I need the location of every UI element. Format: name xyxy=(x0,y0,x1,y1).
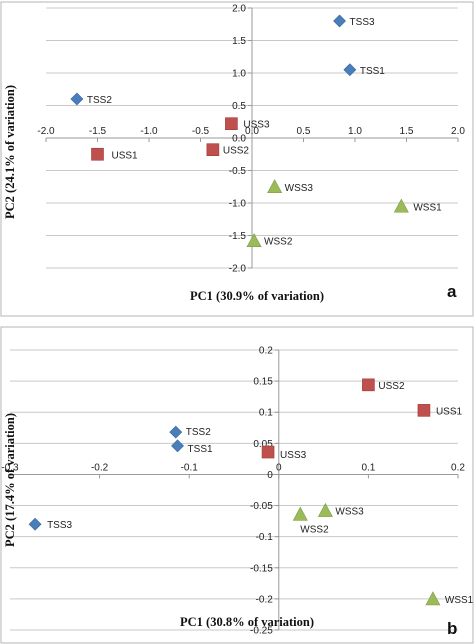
chart-a-point-label-wss3: WSS3 xyxy=(285,183,314,194)
chart-b-point-label-tss2: TSS2 xyxy=(186,427,211,438)
chart-a-point-label-wss2: WSS2 xyxy=(264,237,293,248)
chart-b-point-label-tss3: TSS3 xyxy=(47,520,72,531)
chart-b-svg: -0.3 -0.2 -0.1 0 0.1 0.2 -0.25 -0.2 -0.15 -0.1 -0.… xyxy=(0,326,474,644)
chart-a-point-tss2 xyxy=(70,92,84,106)
chart-b-y-axis-title: PC2 (17.4% of variation) xyxy=(3,413,17,547)
chart-a-point-wss3 xyxy=(267,179,283,194)
chart-b-point-label-uss2: USS2 xyxy=(378,381,405,392)
chart-a-point-label-uss2: USS2 xyxy=(223,146,250,157)
chart-b-point-wss2 xyxy=(292,506,308,521)
chart-b-frame xyxy=(0,326,474,644)
chart-a-x-tick-label-7: 1.5 xyxy=(400,126,414,137)
chart-a-x-tick-label-5: 0.5 xyxy=(297,126,311,137)
chart-b-point-label-uss3: USS3 xyxy=(280,450,307,461)
chart-a-point-uss3 xyxy=(225,117,238,130)
chart-a-x-tick-label-0: -2.0 xyxy=(37,126,55,137)
chart-b-y-tick-label-0: -0.25 xyxy=(250,626,273,637)
chart-b-y-tick-label-8: 0.15 xyxy=(253,377,273,388)
chart-b-y-tick-label-3: -0.1 xyxy=(256,532,274,543)
chart-b-point-label-tss1: TSS1 xyxy=(188,444,213,455)
chart-a-y-tick-label-6: 1.0 xyxy=(232,69,246,80)
chart-a-y-axis-title: PC2 (24.1% of variation) xyxy=(3,85,17,219)
chart-a-y-tick-label-3: -0.5 xyxy=(229,166,247,177)
chart-a-x-tick-label-6: 1.0 xyxy=(348,126,362,137)
chart-panel-a: -2.0 -1.5 -1.0 -0.5 0.0 0.5 1.0 1.5 2.0 -2.0 -1.5 -… xyxy=(0,0,474,318)
chart-b-y-tick-label-6: 0.05 xyxy=(253,439,273,450)
chart-a-y-tick-label-5: 0.5 xyxy=(232,101,246,112)
chart-b-point-tss3 xyxy=(28,517,42,531)
chart-b-x-axis-title: PC1 (30.8% of variation) xyxy=(180,615,314,629)
chart-a-point-uss2 xyxy=(206,143,220,156)
chart-b-point-label-wss3: WSS3 xyxy=(335,507,364,518)
chart-a-point-label-wss1: WSS1 xyxy=(413,202,442,213)
chart-a-y-tick-label-4: 0.0 xyxy=(232,134,246,145)
chart-a-x-tick-label-8: 2.0 xyxy=(451,126,465,137)
chart-a-x-tick-label-4: 0.0 xyxy=(245,126,259,137)
chart-a-point-wss1 xyxy=(393,198,409,213)
chart-a-y-tick-label-1: -1.5 xyxy=(229,231,247,242)
chart-a-y-tick-label-8: 2.0 xyxy=(232,4,246,15)
chart-panel-b: -0.3 -0.2 -0.1 0 0.1 0.2 -0.25 -0.2 -0.15 -0.1 -0.… xyxy=(0,326,474,644)
chart-a-point-tss3 xyxy=(333,14,346,28)
chart-a-x-tick-label-2: -1.0 xyxy=(140,126,158,137)
chart-b-point-uss2 xyxy=(362,378,375,392)
chart-b-y-tick-label-9: 0.2 xyxy=(259,346,273,357)
chart-b-point-wss3 xyxy=(317,502,333,517)
chart-b-panel-letter: b xyxy=(447,619,457,638)
chart-b-y-tick-label-1: -0.2 xyxy=(256,594,274,605)
chart-b-point-tss2 xyxy=(169,425,183,439)
chart-a-y-tick-label-0: -2.0 xyxy=(229,264,247,275)
chart-b-point-label-uss1: USS1 xyxy=(436,406,463,417)
chart-a-point-label-tss1: TSS1 xyxy=(360,66,385,77)
chart-b-point-label-wss2: WSS2 xyxy=(300,524,329,535)
chart-a-panel-letter: a xyxy=(447,282,457,301)
chart-b-x-tick-label-4: 0.1 xyxy=(361,462,375,473)
chart-b-x-tick-label-0: -0.3 xyxy=(1,462,19,473)
chart-a-point-tss1 xyxy=(343,63,357,77)
chart-b-x-tick-label-2: -0.1 xyxy=(181,462,199,473)
chart-a-svg: -2.0 -1.5 -1.0 -0.5 0.0 0.5 1.0 1.5 2.0 -2.0 -1.5 -… xyxy=(0,1,474,317)
chart-a-x-tick-label-1: -1.5 xyxy=(89,126,107,137)
chart-b-x-tick-label-3: 0 xyxy=(276,462,282,473)
chart-a-point-label-uss3: USS3 xyxy=(243,120,270,131)
chart-b-y-tick-label-7: 0.1 xyxy=(259,408,273,419)
chart-a-y-tick-label-2: -1.0 xyxy=(229,199,247,210)
chart-a-x-tick-label-3: -0.5 xyxy=(192,126,210,137)
chart-b-point-uss3 xyxy=(261,445,275,459)
chart-a-frame xyxy=(0,1,474,317)
chart-b-point-label-wss1: WSS1 xyxy=(445,595,474,606)
chart-a-point-wss2 xyxy=(246,233,262,247)
chart-b-y-tick-label-5: 0 xyxy=(267,470,273,481)
chart-a-point-uss1 xyxy=(91,147,104,161)
chart-a-y-tick-label-7: 1.5 xyxy=(232,36,246,47)
chart-b-point-tss1 xyxy=(171,439,184,453)
chart-b-point-wss1 xyxy=(425,591,441,606)
chart-a-point-label-uss1: USS1 xyxy=(112,150,139,161)
chart-b-point-uss1 xyxy=(417,404,431,417)
chart-a-point-label-tss2: TSS2 xyxy=(87,95,112,106)
chart-b-y-tick-label-2: -0.15 xyxy=(250,563,273,574)
chart-a-point-label-tss3: TSS3 xyxy=(350,17,375,28)
chart-b-x-tick-label-1: -0.2 xyxy=(91,462,109,473)
chart-b-y-tick-label-4: -0.05 xyxy=(250,501,273,512)
chart-a-x-axis-title: PC1 (30.9% of variation) xyxy=(190,289,324,303)
chart-b-x-tick-label-5: 0.2 xyxy=(451,462,465,473)
